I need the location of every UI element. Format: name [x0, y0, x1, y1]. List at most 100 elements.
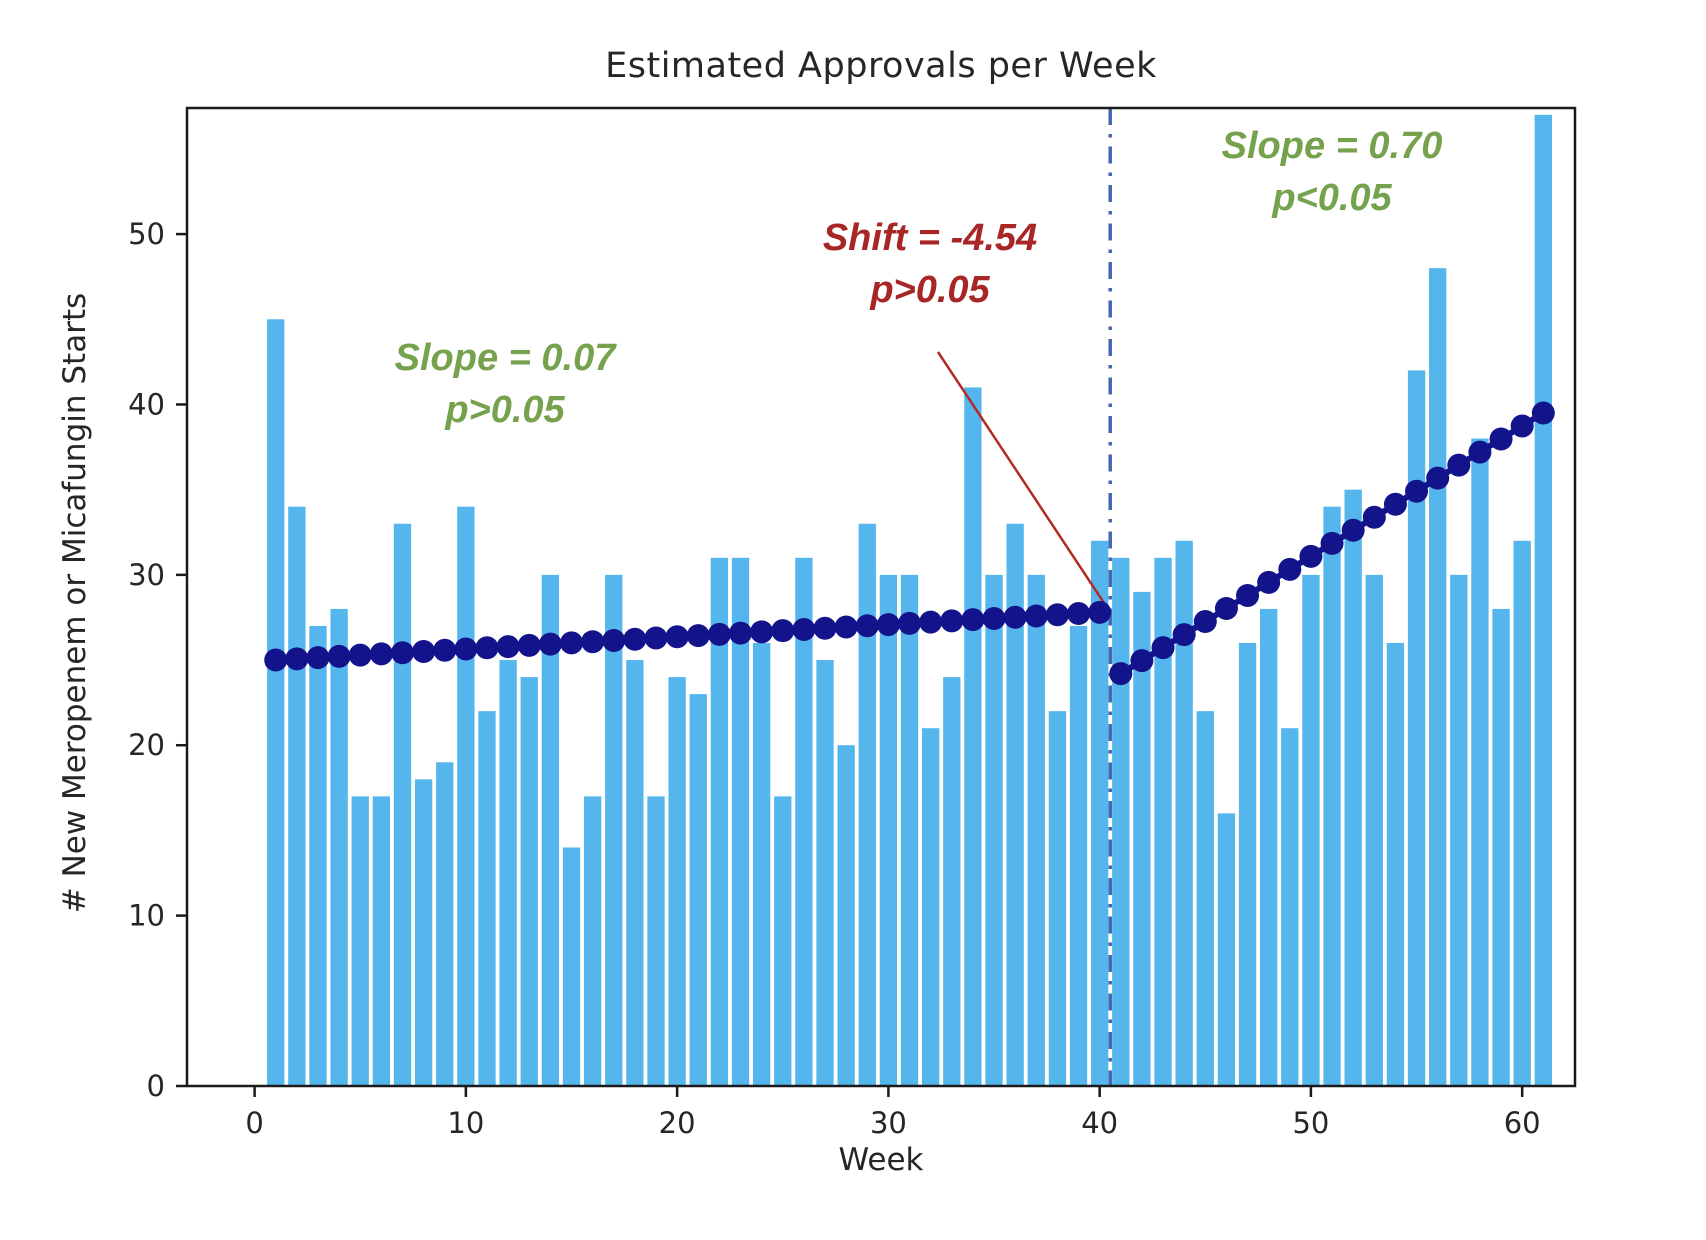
trend-dot-pre-intervention-week-32 [919, 610, 943, 634]
trend-dot-pre-intervention-week-26 [792, 617, 816, 641]
trend-dot-post-intervention-week-53 [1362, 505, 1386, 529]
bar-week-37 [1027, 574, 1045, 1085]
bar-week-56 [1429, 268, 1447, 1085]
x-tick-label: 30 [870, 1106, 907, 1140]
trend-dot-post-intervention-week-61 [1531, 401, 1555, 425]
bar-week-48 [1260, 608, 1278, 1085]
trend-dot-post-intervention-week-47 [1236, 583, 1260, 607]
x-tick-label: 0 [245, 1106, 263, 1140]
annotation-slope-pre-pvalue: p>0.05 [445, 389, 565, 431]
annotation-slope-post-value: Slope = 0.70 [1221, 125, 1443, 167]
bar-week-50 [1302, 574, 1320, 1085]
trend-dot-post-intervention-week-55 [1405, 479, 1429, 503]
trend-dot-pre-intervention-week-40 [1088, 600, 1112, 624]
bar-week-15 [562, 847, 581, 1085]
annotation-slope-post-pvalue: p<0.05 [1272, 177, 1392, 219]
trend-dot-pre-intervention-week-19 [644, 626, 668, 650]
bar-week-3 [309, 625, 327, 1085]
annotation-slope-post: Slope = 0.70 p<0.05 [1142, 120, 1522, 224]
trend-dot-pre-intervention-week-6 [369, 642, 393, 666]
bar-week-33 [943, 677, 961, 1085]
bar-week-8 [414, 779, 433, 1085]
bar-week-13 [520, 677, 538, 1085]
y-tick-label: 30 [128, 558, 165, 592]
trend-dot-pre-intervention-week-9 [433, 638, 457, 662]
bar-week-25 [774, 796, 792, 1085]
trend-dot-post-intervention-week-56 [1426, 466, 1450, 490]
bar-week-54 [1386, 643, 1405, 1085]
trend-dot-pre-intervention-week-22 [707, 622, 731, 646]
trend-dot-pre-intervention-week-11 [475, 636, 499, 660]
shift-pointer-line [936, 351, 1112, 614]
trend-dot-pre-intervention-week-5 [348, 643, 372, 667]
chart-title: Estimated Approvals per Week [605, 46, 1157, 86]
trend-dot-pre-intervention-week-34 [961, 608, 985, 632]
trend-dot-pre-intervention-week-12 [496, 635, 520, 659]
bar-week-35 [985, 574, 1003, 1085]
bar-week-23 [731, 557, 750, 1085]
trend-dot-pre-intervention-week-10 [454, 637, 478, 661]
bar-week-61 [1534, 114, 1552, 1086]
trend-dot-post-intervention-week-54 [1383, 492, 1407, 516]
x-tick-label: 50 [1292, 1106, 1329, 1140]
bar-week-52 [1344, 489, 1362, 1085]
annotation-shift: Shift = -4.54 p>0.05 [740, 212, 1120, 316]
bar-week-28 [837, 745, 855, 1085]
x-tick-label: 10 [447, 1106, 484, 1140]
trend-dot-post-intervention-week-45 [1193, 610, 1217, 634]
x-tick-label: 20 [659, 1106, 696, 1140]
bar-week-29 [858, 523, 876, 1085]
bar-week-36 [1006, 523, 1024, 1085]
bar-week-18 [626, 660, 644, 1085]
bar-week-2 [288, 506, 306, 1085]
bar-week-10 [457, 506, 475, 1085]
trend-dot-pre-intervention-week-31 [898, 611, 922, 635]
bar-week-1 [267, 319, 285, 1085]
trend-dot-pre-intervention-week-28 [834, 615, 858, 639]
bar-week-7 [393, 523, 412, 1085]
bar-week-26 [795, 557, 813, 1085]
bar-week-41 [1112, 557, 1130, 1085]
bar-week-40 [1090, 540, 1109, 1085]
bar-week-58 [1471, 438, 1489, 1085]
trend-dot-pre-intervention-week-38 [1045, 603, 1069, 627]
trend-dot-pre-intervention-week-14 [538, 632, 562, 656]
annotation-shift-value: Shift = -4.54 [822, 217, 1038, 259]
trend-dot-pre-intervention-week-37 [1024, 604, 1048, 628]
bar-week-55 [1407, 370, 1426, 1085]
x-axis-label: Week [838, 1142, 924, 1178]
trend-dot-post-intervention-week-51 [1320, 531, 1344, 555]
bar-week-60 [1513, 540, 1531, 1085]
bar-week-53 [1365, 574, 1383, 1085]
bar-week-46 [1217, 813, 1236, 1085]
trend-dot-pre-intervention-week-17 [602, 628, 626, 652]
bar-week-5 [351, 796, 369, 1085]
bar-week-44 [1175, 540, 1193, 1085]
bar-week-21 [689, 694, 707, 1085]
trend-dot-pre-intervention-week-21 [686, 624, 710, 648]
trend-dot-pre-intervention-week-4 [327, 644, 351, 668]
bar-week-31 [900, 574, 919, 1085]
trend-dot-post-intervention-week-57 [1447, 453, 1471, 477]
trend-dot-pre-intervention-week-2 [285, 647, 309, 671]
bar-week-57 [1450, 574, 1468, 1085]
bar-week-34 [964, 387, 982, 1085]
trend-dot-pre-intervention-week-30 [876, 613, 900, 637]
bar-week-11 [478, 711, 496, 1085]
trend-dot-pre-intervention-week-3 [306, 646, 330, 670]
y-tick-label: 10 [128, 899, 165, 933]
trend-dot-pre-intervention-week-13 [517, 633, 541, 657]
bar-week-12 [499, 660, 517, 1085]
bar-week-42 [1133, 591, 1151, 1085]
trend-dot-pre-intervention-week-15 [559, 631, 583, 655]
trend-dot-post-intervention-week-60 [1510, 414, 1534, 438]
trend-dot-pre-intervention-week-1 [264, 648, 288, 672]
bar-week-9 [436, 762, 454, 1085]
trend-dot-pre-intervention-week-8 [412, 639, 436, 663]
annotation-slope-pre: Slope = 0.07 p>0.05 [315, 332, 695, 436]
trend-dot-pre-intervention-week-18 [623, 627, 647, 651]
trend-dot-pre-intervention-week-25 [771, 619, 795, 643]
bar-week-22 [710, 557, 729, 1085]
bar-week-24 [752, 643, 771, 1085]
y-tick-label: 20 [128, 728, 165, 762]
